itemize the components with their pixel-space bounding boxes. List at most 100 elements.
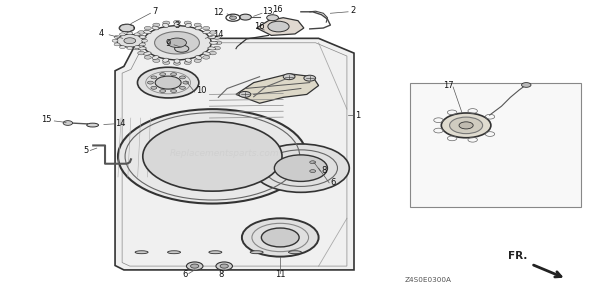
Text: 17: 17: [443, 81, 454, 90]
Circle shape: [151, 76, 157, 79]
Text: 10: 10: [196, 86, 207, 95]
Ellipse shape: [152, 56, 159, 60]
Circle shape: [133, 46, 140, 50]
Text: 14: 14: [115, 119, 126, 128]
Ellipse shape: [250, 251, 263, 254]
Circle shape: [209, 51, 217, 55]
Circle shape: [127, 32, 133, 35]
Circle shape: [137, 67, 199, 98]
Circle shape: [267, 15, 278, 21]
Ellipse shape: [152, 26, 159, 30]
Circle shape: [163, 21, 170, 24]
Ellipse shape: [174, 22, 180, 27]
Circle shape: [191, 264, 199, 268]
Text: 16: 16: [254, 22, 265, 31]
Text: 16: 16: [272, 5, 283, 14]
Circle shape: [153, 23, 160, 27]
Circle shape: [145, 55, 152, 59]
Circle shape: [134, 46, 140, 49]
Circle shape: [118, 109, 307, 204]
Ellipse shape: [203, 52, 211, 55]
Circle shape: [143, 122, 282, 191]
Circle shape: [163, 61, 170, 65]
Text: 3: 3: [174, 21, 180, 30]
Circle shape: [148, 81, 153, 84]
Circle shape: [216, 262, 232, 270]
Circle shape: [459, 122, 473, 129]
Circle shape: [133, 36, 140, 39]
Circle shape: [63, 121, 73, 125]
Text: 1: 1: [355, 111, 360, 119]
Circle shape: [137, 31, 145, 34]
Ellipse shape: [136, 41, 145, 44]
Ellipse shape: [195, 56, 202, 60]
Polygon shape: [119, 24, 134, 32]
Circle shape: [140, 36, 146, 39]
Ellipse shape: [135, 251, 148, 254]
Text: 11: 11: [275, 271, 286, 279]
Text: 12: 12: [213, 8, 224, 17]
Circle shape: [119, 46, 125, 49]
Ellipse shape: [138, 36, 146, 39]
Circle shape: [114, 36, 120, 39]
Ellipse shape: [289, 251, 301, 254]
Circle shape: [143, 26, 211, 60]
Ellipse shape: [185, 58, 191, 62]
Circle shape: [171, 73, 176, 76]
Circle shape: [261, 228, 299, 247]
Circle shape: [173, 20, 181, 24]
Circle shape: [306, 159, 319, 165]
Circle shape: [114, 43, 120, 46]
Circle shape: [202, 27, 209, 30]
Circle shape: [306, 168, 319, 174]
Circle shape: [522, 83, 531, 87]
Circle shape: [310, 161, 316, 164]
Circle shape: [175, 45, 189, 52]
Text: 6: 6: [182, 271, 188, 279]
Circle shape: [310, 170, 316, 173]
Text: 4: 4: [99, 29, 104, 38]
Circle shape: [184, 61, 191, 65]
Circle shape: [274, 155, 327, 181]
Text: 15: 15: [41, 115, 52, 124]
Circle shape: [283, 74, 295, 80]
Text: Z4S0E0300A: Z4S0E0300A: [404, 277, 451, 283]
Circle shape: [183, 81, 189, 84]
Ellipse shape: [208, 36, 216, 39]
Circle shape: [242, 218, 319, 257]
Circle shape: [137, 51, 145, 55]
Ellipse shape: [203, 30, 211, 34]
Circle shape: [112, 39, 118, 42]
Circle shape: [209, 31, 217, 34]
Text: 2: 2: [350, 6, 355, 15]
Circle shape: [145, 27, 152, 30]
Ellipse shape: [195, 26, 202, 30]
Circle shape: [239, 91, 251, 97]
Text: 14: 14: [213, 30, 224, 39]
Circle shape: [155, 76, 181, 89]
Ellipse shape: [168, 251, 181, 254]
Circle shape: [119, 24, 135, 32]
Text: 8: 8: [322, 166, 327, 175]
Circle shape: [173, 62, 181, 65]
Text: 5: 5: [83, 146, 88, 155]
Circle shape: [268, 21, 289, 32]
Ellipse shape: [185, 23, 191, 27]
Text: 7: 7: [152, 7, 158, 16]
Circle shape: [214, 36, 221, 39]
Circle shape: [253, 144, 349, 192]
Circle shape: [160, 73, 166, 76]
Text: FR.: FR.: [509, 251, 527, 261]
Text: 8: 8: [218, 271, 224, 279]
Circle shape: [124, 38, 136, 44]
Circle shape: [171, 90, 176, 93]
Ellipse shape: [87, 123, 99, 127]
Circle shape: [179, 86, 185, 89]
Circle shape: [441, 113, 491, 138]
Ellipse shape: [138, 47, 146, 50]
Ellipse shape: [209, 41, 218, 44]
Circle shape: [215, 41, 222, 45]
Circle shape: [179, 76, 185, 79]
Text: Replacementsparts.com: Replacementsparts.com: [169, 149, 279, 158]
Ellipse shape: [208, 47, 216, 50]
